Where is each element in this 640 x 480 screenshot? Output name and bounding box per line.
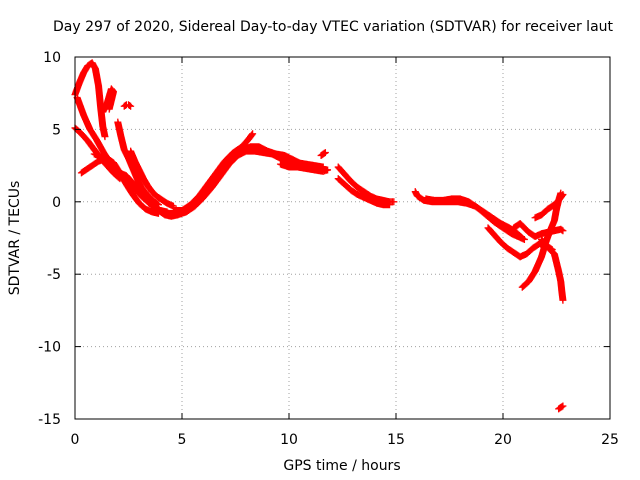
data-series-arc-p	[334, 175, 394, 209]
y-tick-label: 10	[43, 50, 61, 66]
data-series-arc-m	[276, 160, 332, 175]
plot-frame	[74, 56, 611, 420]
y-axis-label: SDTVAR / TECUs	[7, 181, 23, 296]
axis-ticks	[74, 56, 611, 420]
data-series-arc-v	[531, 191, 567, 222]
x-axis-label: GPS time / hours	[283, 458, 400, 474]
y-tick-label: -5	[47, 267, 61, 283]
x-tick-label: 15	[387, 432, 405, 448]
data-series-arc-r	[422, 195, 528, 243]
y-tick-label: -15	[38, 412, 61, 428]
x-tick-label: 10	[280, 432, 298, 448]
y-tick-label: 0	[52, 195, 61, 211]
x-tick-label: 25	[601, 432, 619, 448]
data-series-arc-w	[538, 235, 567, 304]
x-tick-label: 20	[494, 432, 512, 448]
x-tick-label: 0	[71, 432, 80, 448]
data-series-arc-x	[555, 402, 567, 413]
tick-labels: 0 5 10 15 20 25 -15 -10 -5 0 5 10	[38, 50, 619, 448]
y-tick-label: -10	[38, 340, 61, 356]
data-series-arc-i	[127, 147, 177, 210]
data-series-arc-h	[120, 101, 135, 110]
chart-title: Day 297 of 2020, Sidereal Day-to-day VTE…	[53, 19, 614, 35]
data-series-arc-n	[317, 149, 329, 159]
x-tick-label: 5	[178, 432, 187, 448]
y-tick-label: 5	[52, 122, 61, 138]
data-series-arc-f	[99, 85, 118, 116]
data-series-arc-g	[114, 118, 162, 209]
data-markers	[71, 59, 567, 413]
grid-lines	[75, 57, 610, 419]
